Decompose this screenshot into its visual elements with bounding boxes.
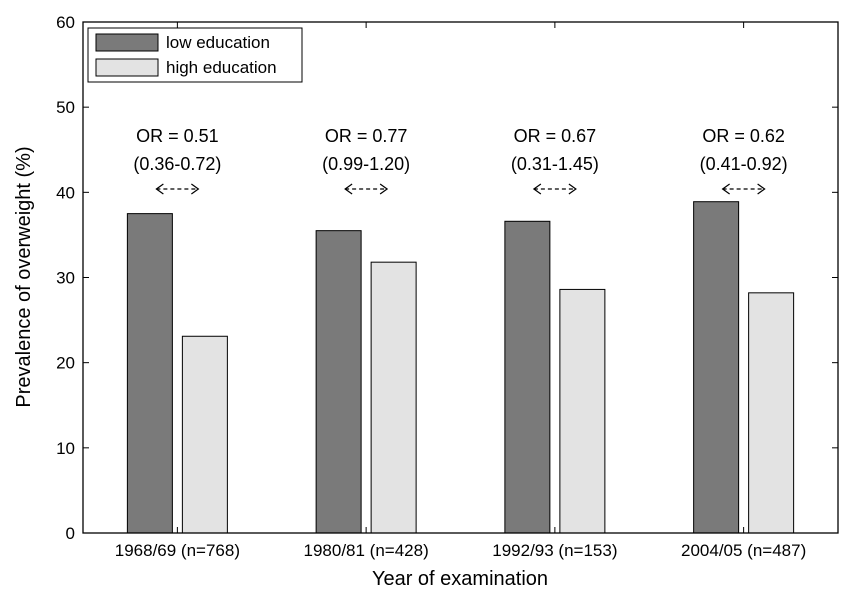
or-label: OR = 0.67 [514, 126, 597, 146]
arrow-head-left [344, 183, 353, 195]
bar-high-education [748, 292, 795, 534]
ticks-layer: 0 10 20 30 40 50 60 1968/69 (n=768) 1980/81 (n=4… [56, 13, 838, 560]
y-tick-label: 50 [56, 98, 75, 117]
y-tick-label: 40 [56, 183, 75, 202]
bar-low-education [504, 220, 551, 534]
legend-label-high-education: high education [166, 58, 277, 77]
y-tick-label: 30 [56, 269, 75, 288]
x-tick-label: 1968/69 (n=768) [115, 541, 240, 560]
arrow-head-right [191, 183, 200, 195]
or-label: OR = 0.51 [136, 126, 219, 146]
ci-label: (0.31-1.45) [511, 154, 599, 174]
x-tick-label: 1980/81 (n=428) [304, 541, 429, 560]
arrow-head-left [721, 183, 730, 195]
y-tick-label: 60 [56, 13, 75, 32]
arrow-head-left [155, 183, 164, 195]
legend: low education high education [87, 27, 303, 83]
x-tick-label: 2004/05 (n=487) [681, 541, 806, 560]
bar-low-education [693, 201, 740, 534]
ci-label: (0.41-0.92) [700, 154, 788, 174]
bar-high-education [181, 335, 228, 534]
ci-label: (0.36-0.72) [133, 154, 221, 174]
legend-swatch-low-education [95, 33, 159, 52]
bars-layer [126, 201, 795, 534]
legend-label-low-education: low education [166, 33, 270, 52]
ci-label: (0.99-1.20) [322, 154, 410, 174]
legend-swatch-high-education [95, 58, 159, 77]
or-label: OR = 0.77 [325, 126, 408, 146]
x-tick-label: 1992/93 (n=153) [492, 541, 617, 560]
bar-low-education [315, 230, 362, 534]
y-tick-label: 10 [56, 439, 75, 458]
arrow-head-right [757, 183, 766, 195]
arrow-head-right [379, 183, 389, 195]
y-tick-label: 20 [56, 354, 75, 373]
bar-high-education [370, 261, 417, 534]
y-axis-label: Prevalence of overweight (%) [13, 146, 35, 407]
arrow-head-left [532, 183, 542, 195]
bar-high-education [559, 288, 606, 534]
y-tick-label: 0 [66, 524, 75, 543]
or-label: OR = 0.62 [702, 126, 785, 146]
annotations-layer: OR = 0.51 (0.36-0.72) OR = 0.77 (0.99-1.20)… [133, 126, 788, 195]
x-axis-label: Year of examination [372, 568, 548, 590]
bar-low-education [126, 213, 173, 534]
arrow-head-right [568, 183, 577, 195]
